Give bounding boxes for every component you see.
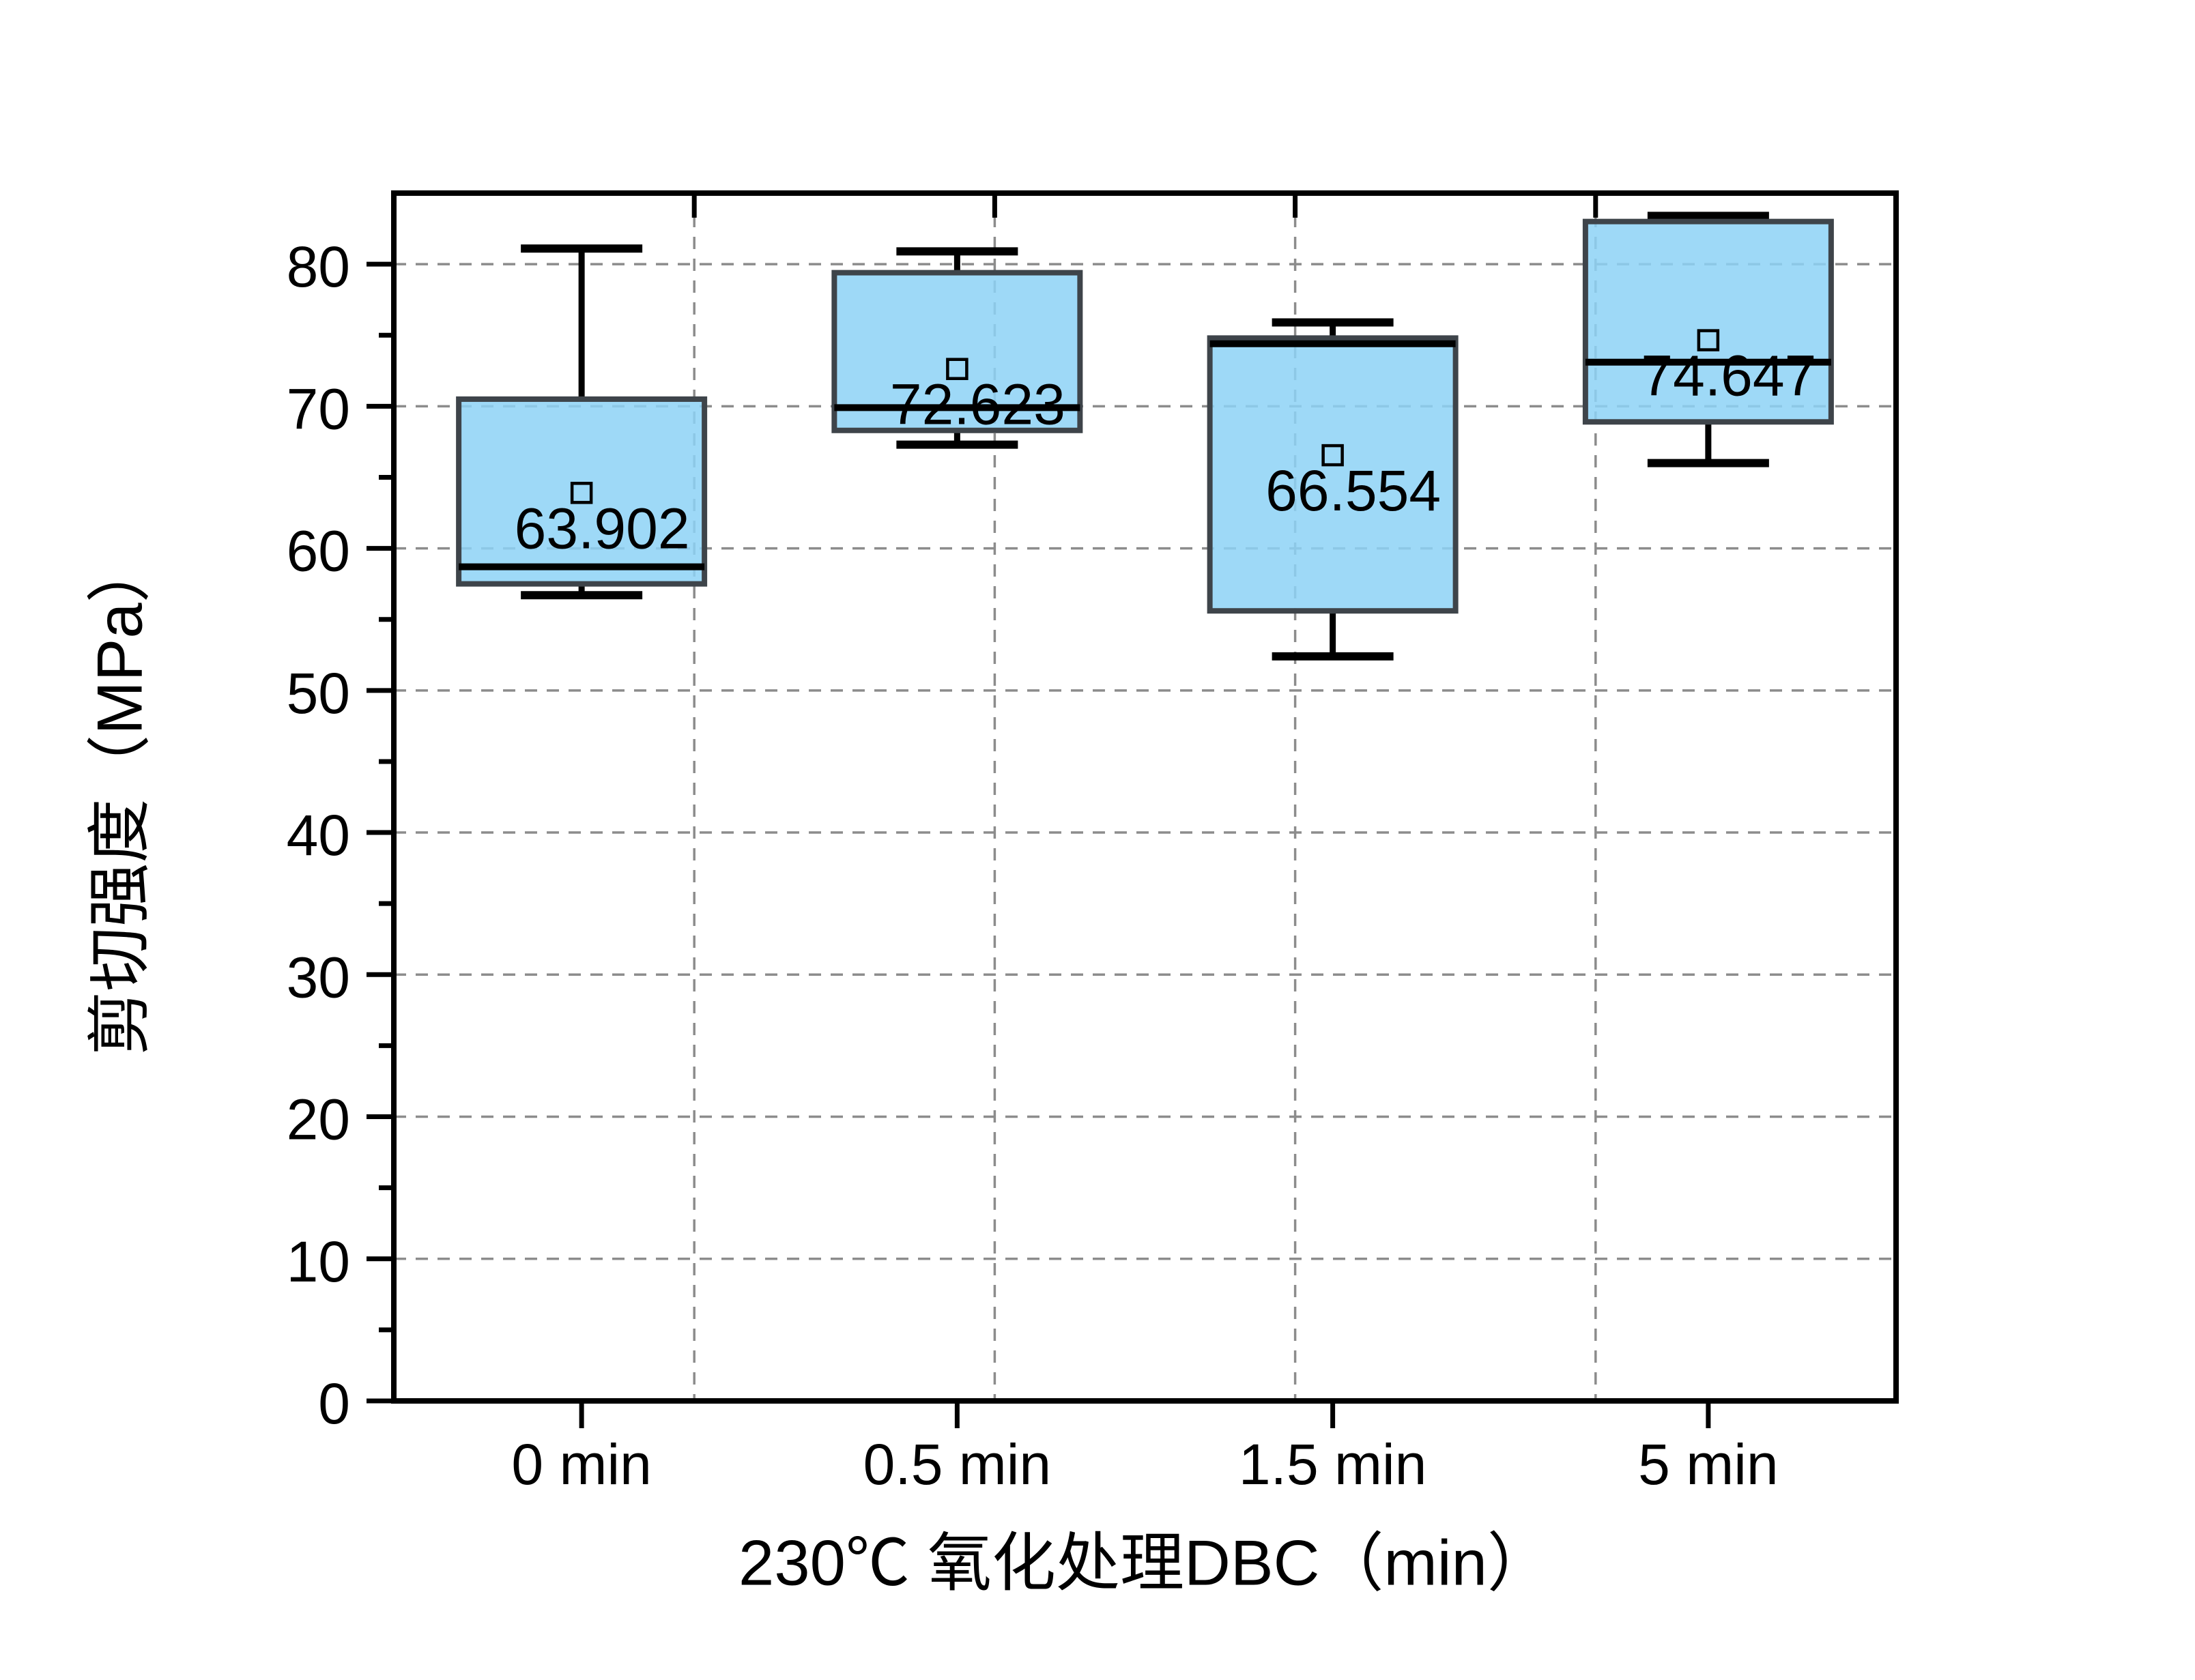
x-tick-label-3: 5 min [1638, 1432, 1778, 1496]
x-tick-label-2: 1.5 min [1239, 1432, 1426, 1496]
mean-marker-1.5-min [1321, 444, 1344, 467]
mean-marker-0-min [570, 482, 593, 504]
mean-label-5-min: 74.647 [1641, 344, 1816, 408]
box-body-0-min [456, 396, 708, 587]
y-tick-label-60: 60 [287, 519, 350, 583]
y-tick-label-80: 80 [287, 235, 350, 299]
y-tick-label-50: 50 [287, 661, 350, 725]
mean-marker-5-min [1697, 329, 1720, 351]
box-body-0.5-min [831, 270, 1083, 433]
x-tick-label-1: 0.5 min [863, 1432, 1051, 1496]
y-tick-label-0: 0 [318, 1372, 350, 1436]
box-body-1.5-min [1207, 335, 1459, 614]
y-tick-label-40: 40 [287, 803, 350, 867]
y-tick-label-10: 10 [287, 1230, 350, 1294]
y-tick-label-30: 30 [287, 945, 350, 1009]
mean-label-0.5-min: 72.623 [890, 373, 1065, 437]
box-body-5-min [1582, 218, 1834, 425]
mean-marker-0.5-min [946, 358, 969, 380]
y-axis-title: 剪切强度（MPa） [84, 538, 156, 1055]
plot-frame [391, 190, 1899, 1404]
y-tick-label-20: 20 [287, 1088, 350, 1152]
mean-label-1.5-min: 66.554 [1265, 459, 1441, 523]
x-axis-title: 230℃ 氧化处理DBC（min） [738, 1527, 1551, 1599]
y-tick-label-70: 70 [287, 377, 350, 441]
mean-label-0-min: 63.902 [515, 496, 690, 560]
x-tick-label-0: 0 min [511, 1432, 651, 1496]
